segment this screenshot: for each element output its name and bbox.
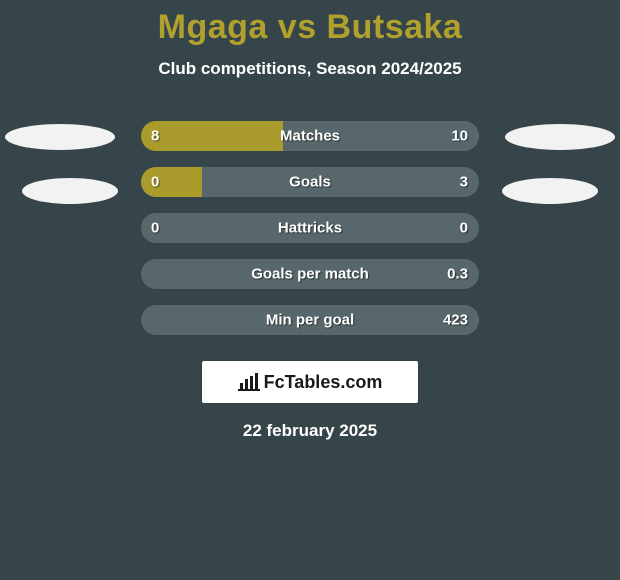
page-title: Mgaga vs Butsaka: [0, 0, 620, 47]
stat-row: 0Goals3: [0, 159, 620, 205]
stat-label: Goals: [141, 174, 479, 191]
stat-value-right: 10: [451, 128, 468, 145]
date-label: 22 february 2025: [0, 421, 620, 441]
stat-label: Goals per match: [141, 266, 479, 283]
stat-value-right: 0: [460, 220, 468, 237]
stat-label: Min per goal: [141, 312, 479, 329]
stats-card: Mgaga vs Butsaka Club competitions, Seas…: [0, 0, 620, 580]
stat-row: 8Matches10: [0, 113, 620, 159]
stat-rows: 8Matches100Goals30Hattricks0Goals per ma…: [0, 113, 620, 343]
subtitle: Club competitions, Season 2024/2025: [0, 59, 620, 79]
stat-row: Min per goal423: [0, 297, 620, 343]
source-badge: FcTables.com: [202, 361, 418, 403]
chart-icon: [238, 373, 260, 391]
stat-value-right: 423: [443, 312, 468, 329]
stat-value-right: 3: [460, 174, 468, 191]
stat-label: Matches: [141, 128, 479, 145]
stat-row: Goals per match0.3: [0, 251, 620, 297]
stat-label: Hattricks: [141, 220, 479, 237]
stat-value-right: 0.3: [447, 266, 468, 283]
source-badge-text: FcTables.com: [264, 372, 383, 393]
stat-row: 0Hattricks0: [0, 205, 620, 251]
